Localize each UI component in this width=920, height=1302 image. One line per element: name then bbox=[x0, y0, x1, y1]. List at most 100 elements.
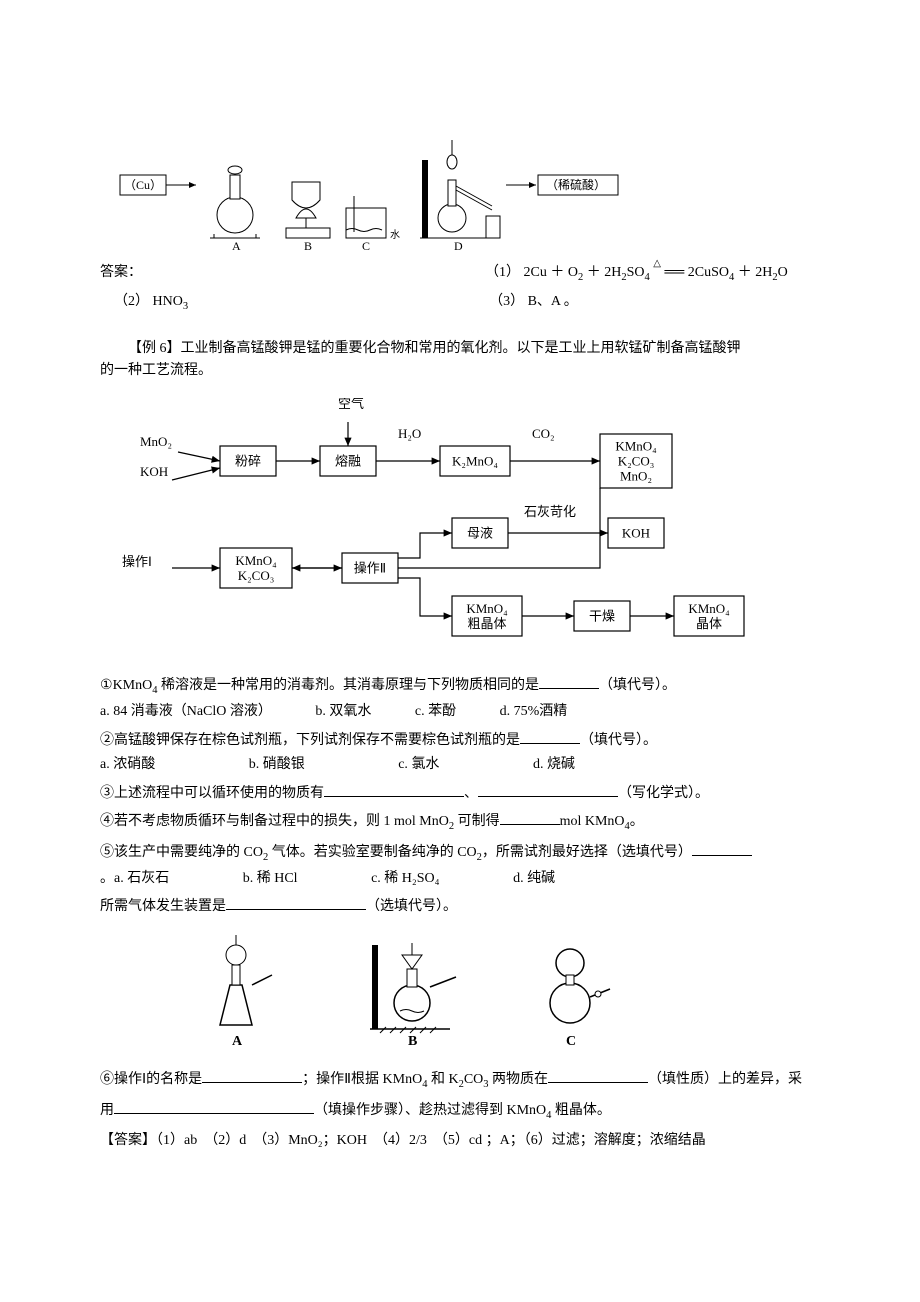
q3-blank1[interactable] bbox=[324, 783, 464, 797]
svg-text:水: 水 bbox=[390, 229, 400, 241]
bot-label-B: B bbox=[408, 1034, 417, 1049]
q5-opt-d[interactable]: d. 纯碱 bbox=[513, 868, 555, 890]
svg-text:K₂CO₃: K₂CO₃ bbox=[238, 568, 275, 583]
top-apparatus-row: （Cu） bbox=[110, 120, 820, 258]
flow-svg: MnO₂KOH空气粉碎熔融H₂OK₂MnO₄CO₂KMnO₄K₂CO₃MnO₂操… bbox=[120, 398, 840, 658]
label-C: C bbox=[362, 239, 370, 250]
q6-line1: ⑥操作Ⅰ的名称是；操作Ⅱ根据 KMnO4 和 K2CO3 两物质在（填性质）上的… bbox=[100, 1069, 820, 1094]
svg-text:石灰苛化: 石灰苛化 bbox=[524, 504, 576, 519]
ans3-val: B、A 。 bbox=[528, 294, 578, 309]
label-A: A bbox=[232, 239, 241, 250]
q2-num: ② bbox=[100, 733, 114, 748]
q2-options: a. 浓硝酸 b. 硝酸银 c. 氯水 d. 烧碱 bbox=[100, 754, 820, 776]
example-body1: 工业制备高锰酸钾是锰的重要化合物和常用的氧化剂。以下是工业上用软锰矿制备高锰酸钾 bbox=[181, 341, 741, 356]
label-B: B bbox=[304, 239, 312, 250]
bottom-apparatus: A B bbox=[180, 925, 820, 1063]
q2-opt-b[interactable]: b. 硝酸银 bbox=[249, 754, 305, 776]
bot-apparatus-C bbox=[550, 949, 610, 1023]
answer-body: （1）ab （2）d （3）MnO₂；KOH （4）2/3 （5）cd ；A；（… bbox=[156, 1133, 706, 1148]
svg-text:空气: 空气 bbox=[338, 398, 364, 411]
q1-options: a. 84 消毒液（NaClO 溶液） b. 双氧水 c. 苯酚 d. 75%酒… bbox=[100, 701, 820, 723]
q4-blank[interactable] bbox=[500, 811, 560, 825]
bot-label-A: A bbox=[232, 1034, 243, 1049]
svg-text:母液: 母液 bbox=[467, 526, 493, 541]
q2-line: ②高锰酸钾保存在棕色试剂瓶，下列试剂保存不需要棕色试剂瓶的是（填代号）。 bbox=[100, 730, 820, 752]
svg-text:熔融: 熔融 bbox=[335, 454, 361, 469]
top-answer-line1: 答案： （1） 2Cu ＋ O2 ＋ 2H2SO4 △ ══ 2CuSO4 ＋ … bbox=[100, 262, 820, 287]
q6-line2: 用（填操作步骤）、趁热过滤得到 KMnO4 粗晶体。 bbox=[100, 1100, 820, 1125]
q5-num: ⑤ bbox=[100, 845, 114, 860]
svg-text:K₂CO₃: K₂CO₃ bbox=[618, 454, 655, 469]
svg-text:晶体: 晶体 bbox=[696, 616, 722, 631]
q5-opt-c[interactable]: c. 稀 H₂SO₄ bbox=[371, 868, 440, 890]
ans1-eq: 2Cu ＋ O2 ＋ 2H2SO4 △ ══ 2CuSO4 ＋ 2H2O bbox=[524, 265, 788, 280]
cu-box-text: （Cu） bbox=[124, 178, 162, 192]
svg-text:MnO₂: MnO₂ bbox=[620, 469, 652, 484]
q5-line1: ⑤该生产中需要纯净的 CO2 气体。若实验室要制备纯净的 CO2，所需试剂最好选… bbox=[100, 842, 820, 867]
q5-options: 。a. 石灰石 b. 稀 HCl c. 稀 H₂SO₄ d. 纯碱 bbox=[100, 868, 820, 890]
flow-diagram: MnO₂KOH空气粉碎熔融H₂OK₂MnO₄CO₂KMnO₄K₂CO₃MnO₂操… bbox=[120, 398, 820, 666]
apparatus-C: 水 bbox=[346, 196, 400, 241]
q6-blank1[interactable] bbox=[202, 1069, 302, 1083]
svg-text:KMnO₄: KMnO₄ bbox=[235, 553, 277, 568]
q5-blank1[interactable] bbox=[692, 842, 752, 856]
final-answer: 【答案】（1）ab （2）d （3）MnO₂；KOH （4）2/3 （5）cd … bbox=[100, 1130, 820, 1152]
ans2-val: HNO3 bbox=[153, 294, 189, 309]
q1-line: ①KMnO4 稀溶液是一种常用的消毒剂。其消毒原理与下列物质相同的是（填代号）。 bbox=[100, 675, 820, 700]
q5-opt-b[interactable]: b. 稀 HCl bbox=[243, 868, 298, 890]
svg-text:H₂O: H₂O bbox=[398, 426, 421, 441]
svg-text:K₂MnO₄: K₂MnO₄ bbox=[452, 454, 498, 469]
right-box-text: （稀硫酸） bbox=[546, 177, 606, 192]
apparatus-bottom-svg: A B bbox=[180, 925, 700, 1055]
bot-apparatus-B bbox=[370, 943, 456, 1033]
label-D: D bbox=[454, 239, 463, 250]
answer-prefix: 答案： bbox=[100, 265, 142, 280]
svg-text:操作Ⅰ: 操作Ⅰ bbox=[122, 554, 152, 569]
q6-blank3[interactable] bbox=[114, 1100, 314, 1114]
q3-num: ③ bbox=[100, 786, 114, 801]
q5-line2: 所需气体发生装置是（选填代号）。 bbox=[100, 896, 820, 918]
q2-opt-d[interactable]: d. 烧碱 bbox=[533, 754, 575, 776]
apparatus-A bbox=[210, 166, 260, 238]
svg-text:KMnO₄: KMnO₄ bbox=[615, 439, 657, 454]
apparatus-B bbox=[286, 182, 330, 238]
ans3-label: （3） bbox=[489, 294, 524, 309]
ans2-label: （2） bbox=[114, 294, 149, 309]
svg-text:粗晶体: 粗晶体 bbox=[467, 616, 506, 631]
svg-text:KMnO₄: KMnO₄ bbox=[466, 601, 508, 616]
q1-opt-a[interactable]: a. 84 消毒液（NaClO 溶液） bbox=[100, 701, 272, 723]
q1-opt-d[interactable]: d. 75%酒精 bbox=[500, 701, 568, 723]
q3-blank2[interactable] bbox=[478, 783, 618, 797]
page-root: （Cu） bbox=[0, 0, 920, 1193]
q2-blank[interactable] bbox=[520, 730, 580, 744]
example-tag: 【例 6】 bbox=[128, 341, 181, 356]
bot-apparatus-A bbox=[220, 935, 272, 1025]
q5-opt-a[interactable]: 。a. 石灰石 bbox=[100, 868, 169, 890]
q6-num: ⑥ bbox=[100, 1072, 114, 1087]
svg-text:操作Ⅱ: 操作Ⅱ bbox=[354, 561, 386, 576]
q1-opt-b[interactable]: b. 双氧水 bbox=[315, 701, 371, 723]
example-body2: 的一种工艺流程。 bbox=[100, 360, 820, 382]
q1-num: ① bbox=[100, 678, 113, 693]
bot-label-C: C bbox=[566, 1034, 576, 1049]
svg-text:CO₂: CO₂ bbox=[532, 426, 555, 441]
q6-blank2[interactable] bbox=[548, 1069, 648, 1083]
q2-opt-a[interactable]: a. 浓硝酸 bbox=[100, 754, 155, 776]
svg-text:粉碎: 粉碎 bbox=[235, 454, 261, 469]
q5-blank2[interactable] bbox=[226, 896, 366, 910]
svg-text:KMnO₄: KMnO₄ bbox=[688, 601, 730, 616]
q3-line: ③上述流程中可以循环使用的物质有、（写化学式）。 bbox=[100, 783, 820, 805]
svg-text:KOH: KOH bbox=[622, 526, 650, 541]
ans1-label: （1） bbox=[485, 265, 520, 280]
svg-text:KOH: KOH bbox=[140, 464, 168, 479]
apparatus-D bbox=[420, 140, 500, 238]
top-answer-line2: （2） HNO3 （3） B、A 。 bbox=[100, 291, 820, 316]
q4-line: ④若不考虑物质循环与制备过程中的损失，则 1 mol MnO2 可制得mol K… bbox=[100, 811, 820, 836]
answer-tag: 【答案】 bbox=[100, 1133, 156, 1148]
q1-blank[interactable] bbox=[539, 675, 599, 689]
q1-opt-c[interactable]: c. 苯酚 bbox=[415, 701, 456, 723]
q2-opt-c[interactable]: c. 氯水 bbox=[398, 754, 439, 776]
q4-num: ④ bbox=[100, 814, 114, 829]
svg-text:MnO₂: MnO₂ bbox=[140, 434, 172, 449]
apparatus-top-svg: （Cu） bbox=[110, 120, 830, 250]
